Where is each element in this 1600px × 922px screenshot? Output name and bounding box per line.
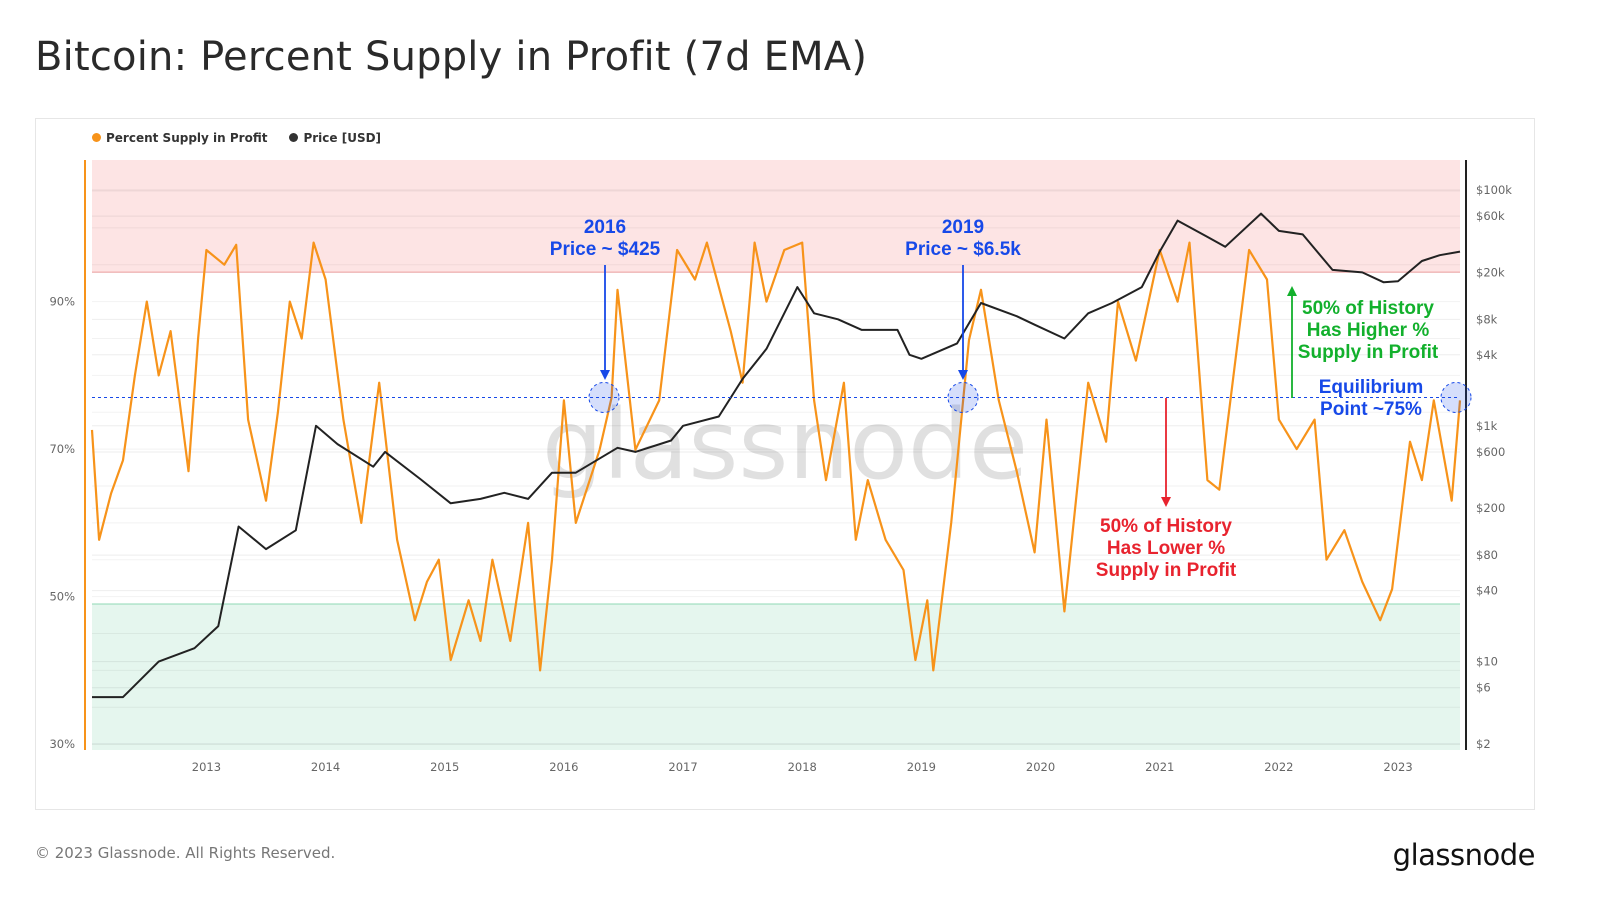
arrow-higher-head [1287, 286, 1297, 296]
y-right-tick: $2 [1476, 737, 1491, 751]
annotation-lower: Supply in Profit [1096, 560, 1237, 581]
annotation-equilibrium: Equilibrium [1319, 377, 1424, 398]
annotation-2019: 2019 [942, 217, 984, 238]
x-tick: 2013 [192, 760, 221, 774]
x-tick: 2015 [430, 760, 459, 774]
arrow-2016-head [600, 370, 610, 380]
legend-item-supply[interactable]: Percent Supply in Profit [92, 131, 267, 145]
y-left-tick: 70% [49, 442, 75, 456]
legend-dot-icon [289, 133, 299, 142]
chart-panel [35, 118, 1535, 810]
supply-line [90, 241, 1462, 672]
annotation-lower: 50% of History [1100, 516, 1232, 537]
x-tick: 2021 [1145, 760, 1174, 774]
y-right-tick: $10 [1476, 655, 1498, 669]
arrow-2019-head [958, 370, 968, 380]
annotation-higher: 50% of History [1302, 298, 1434, 319]
annotation-higher: Supply in Profit [1298, 342, 1439, 363]
y-left-tick: 90% [49, 295, 75, 309]
equilibrium-marker [947, 381, 979, 413]
x-tick: 2020 [1026, 760, 1055, 774]
y-left-tick: 50% [49, 590, 75, 604]
red-zone [92, 160, 1460, 273]
y-right-tick: $1k [1476, 419, 1498, 433]
y-right-tick: $100k [1476, 183, 1512, 197]
x-tick: 2022 [1264, 760, 1293, 774]
x-tick: 2023 [1383, 760, 1412, 774]
legend: Percent Supply in Profit Price [USD] [92, 131, 381, 145]
y-right-tick: $60k [1476, 209, 1505, 223]
legend-item-price[interactable]: Price [USD] [289, 131, 381, 145]
annotation-2016: Price ~ $425 [550, 239, 661, 260]
y-right-tick: $6 [1476, 681, 1491, 695]
y-right-tick: $4k [1476, 348, 1498, 362]
annotation-2016: 2016 [584, 217, 626, 238]
x-tick: 2014 [311, 760, 340, 774]
y-right-tick: $80 [1476, 548, 1498, 562]
annotation-lower: Has Lower % [1107, 538, 1225, 559]
annotation-equilibrium: Point ~75% [1320, 399, 1422, 420]
copyright: © 2023 Glassnode. All Rights Reserved. [35, 844, 336, 862]
glassnode-logo: glassnode [1392, 838, 1536, 872]
y-left-tick: 30% [49, 737, 75, 751]
y-right-tick: $40 [1476, 584, 1498, 598]
price-line [92, 212, 1461, 699]
y-right-tick: $600 [1476, 445, 1505, 459]
x-tick: 2018 [788, 760, 817, 774]
legend-dot-icon [92, 133, 101, 142]
y-right-tick: $8k [1476, 312, 1498, 326]
arrow-lower-head [1161, 497, 1171, 507]
equilibrium-marker [1440, 381, 1472, 413]
x-tick: 2017 [668, 760, 697, 774]
annotation-higher: Has Higher % [1307, 320, 1430, 341]
page-title: Bitcoin: Percent Supply in Profit (7d EM… [35, 34, 868, 80]
x-tick: 2019 [907, 760, 936, 774]
x-tick: 2016 [549, 760, 578, 774]
y-right-tick: $200 [1476, 501, 1505, 515]
watermark: glassnode [542, 389, 1028, 501]
green-zone [92, 603, 1460, 750]
annotation-2019: Price ~ $6.5k [905, 239, 1021, 260]
y-right-tick: $20k [1476, 265, 1505, 279]
equilibrium-marker [588, 381, 620, 413]
